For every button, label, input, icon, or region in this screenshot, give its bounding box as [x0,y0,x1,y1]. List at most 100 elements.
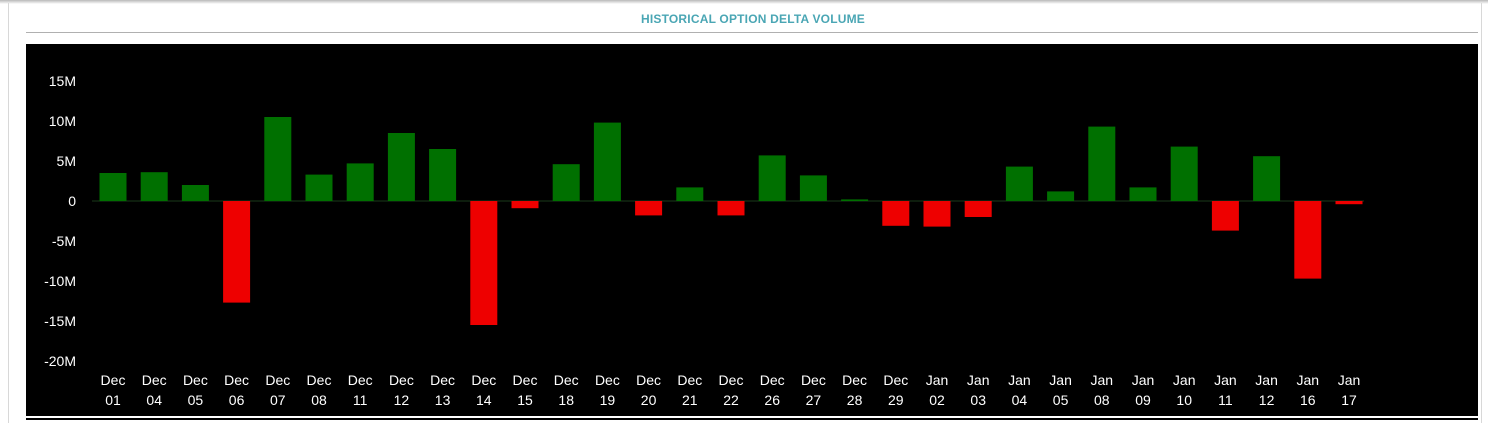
x-tick-label-month: Jan [1255,372,1278,388]
x-tick-label-day: 18 [558,392,574,408]
bar-jan-04[interactable] [1005,166,1033,201]
bar-jan-09[interactable] [1129,187,1157,201]
bar-dec-21[interactable] [676,187,704,201]
bar-dec-19[interactable] [593,122,621,201]
bar-dec-22[interactable] [717,201,745,216]
x-tick-label-month: Dec [883,372,908,388]
x-tick-label-day: 11 [353,392,368,408]
bar-dec-01[interactable] [99,173,127,201]
x-tick-label-month: Jan [1297,372,1320,388]
y-tick-label: 10M [49,113,76,129]
chart-bottom-border [26,418,1478,420]
x-tick-label-day: 04 [1012,392,1028,408]
chart-area: 15M 10M 5M 0 -5M -10M -15M -20M Dec 01 Dec 04 Dec 05… [26,44,1478,416]
x-tick-label-month: Jan [1214,372,1237,388]
x-tick-label-month: Dec [430,372,455,388]
x-tick-label-day: 04 [146,392,162,408]
bar-dec-26[interactable] [758,155,786,201]
x-tick-label-day: 07 [270,392,286,408]
bar-series [99,117,1363,325]
bar-dec-18[interactable] [552,164,580,201]
x-tick-label-month: Jan [926,372,949,388]
x-tick-label-day: 02 [929,392,945,408]
x-tick-label-day: 17 [1341,392,1357,408]
panel-frame [8,3,1482,423]
bar-jan-12[interactable] [1253,156,1281,201]
x-tick-label-month: Dec [677,372,702,388]
x-tick-label-day: 22 [723,392,739,408]
y-tick-label: 0 [68,193,76,209]
bar-dec-05[interactable] [181,185,209,201]
x-tick-label-month: Jan [1173,372,1196,388]
bar-jan-03[interactable] [964,201,992,217]
x-tick-label-day: 09 [1135,392,1151,408]
x-tick-label-month: Dec [471,372,496,388]
bar-jan-10[interactable] [1170,146,1198,201]
x-tick-label-day: 26 [764,392,780,408]
panel-title: HISTORICAL OPTION DELTA VOLUME [640,12,865,26]
bar-jan-11[interactable] [1211,201,1239,231]
x-tick-label-month: Jan [1338,372,1361,388]
x-tick-label-day: 28 [847,392,863,408]
bar-dec-13[interactable] [429,149,457,201]
x-tick-label-month: Dec [183,372,208,388]
x-tick-label-month: Dec [224,372,249,388]
bar-dec-27[interactable] [799,175,827,201]
x-tick-label-month: Dec [719,372,744,388]
bar-jan-16[interactable] [1294,201,1322,279]
x-tick-label-day: 12 [1259,392,1275,408]
x-tick-label-day: 11 [1218,392,1233,408]
y-tick-label: 5M [57,153,76,169]
bar-dec-08[interactable] [305,174,333,201]
x-tick-label-month: Jan [1132,372,1155,388]
x-tick-label-month: Dec [801,372,826,388]
bar-dec-15[interactable] [511,201,539,209]
x-tick-label-day: 08 [311,392,327,408]
x-tick-label-month: Jan [1008,372,1031,388]
x-tick-label-day: 14 [476,392,492,408]
window-top-shadow [0,0,1488,4]
y-tick-label: -15M [44,313,76,329]
x-tick-label-month: Dec [595,372,620,388]
bar-jan-05[interactable] [1047,191,1075,201]
bar-jan-08[interactable] [1088,126,1116,201]
x-tick-label-month: Dec [265,372,290,388]
x-tick-label-month: Dec [101,372,126,388]
x-tick-label-day: 27 [806,392,822,408]
x-tick-label-month: Jan [1091,372,1114,388]
x-tick-label-day: 06 [229,392,245,408]
x-tick-label-month: Dec [636,372,661,388]
x-tick-label-month: Jan [967,372,990,388]
x-tick-label-month: Dec [389,372,414,388]
bar-dec-11[interactable] [346,163,374,201]
x-tick-label-day: 03 [970,392,986,408]
bar-dec-14[interactable] [470,201,498,325]
x-tick-label-month: Dec [307,372,332,388]
bar-jan-17[interactable] [1335,201,1363,205]
x-tick-label-month: Dec [842,372,867,388]
bar-dec-04[interactable] [140,172,168,201]
bar-dec-29[interactable] [882,201,910,226]
x-tick-label-day: 16 [1300,392,1316,408]
bar-dec-20[interactable] [635,201,663,216]
x-tick-label-day: 01 [105,392,121,408]
x-tick-label-day: 05 [1053,392,1069,408]
x-tick-label-day: 08 [1094,392,1110,408]
bar-dec-28[interactable] [841,199,869,201]
x-tick-label-month: Dec [142,372,167,388]
x-tick-label-month: Dec [554,372,579,388]
x-tick-label-day: 13 [435,392,451,408]
bar-dec-12[interactable] [387,133,415,201]
x-tick-label-month: Dec [513,372,538,388]
bar-dec-07[interactable] [264,117,292,201]
y-tick-label: -5M [52,233,76,249]
x-axis: Dec 01 Dec 04 Dec 05 Dec 06 Dec 07 Dec 08 Dec 11 Dec 12… [101,372,1361,408]
bar-dec-06[interactable] [223,201,251,303]
bar-jan-02[interactable] [923,201,951,227]
x-tick-label-day: 21 [682,392,698,408]
x-tick-label-day: 20 [641,392,657,408]
title-divider [26,32,1478,33]
x-tick-label-day: 05 [188,392,204,408]
delta-volume-bar-chart: 15M 10M 5M 0 -5M -10M -15M -20M Dec 01 Dec 04 Dec 05… [44,73,1364,408]
x-tick-label-month: Dec [348,372,373,388]
